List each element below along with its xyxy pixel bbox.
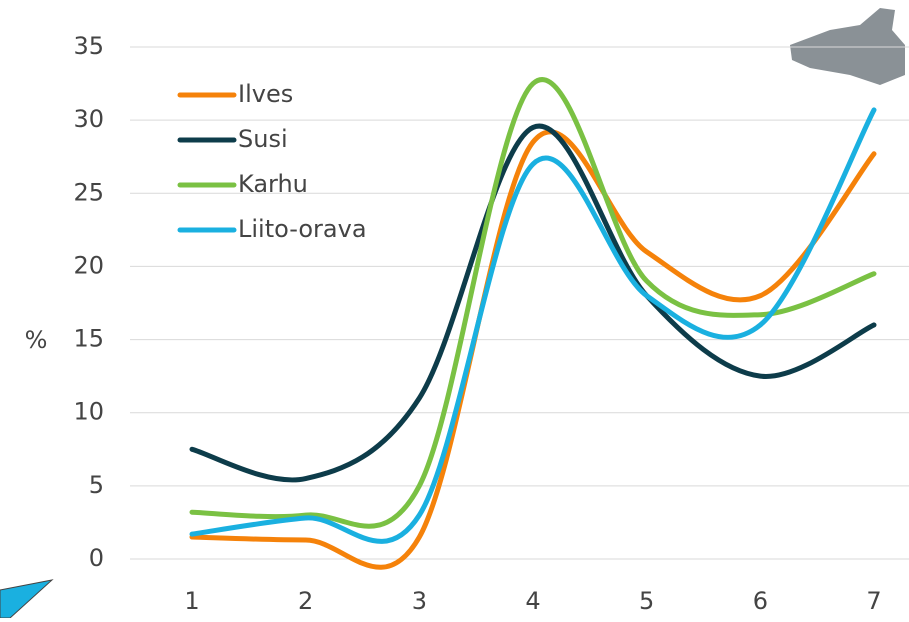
grid: 0 5 10 15 20 25 30 35 1 2 3 4 5 6 7 (73, 32, 909, 615)
x-tick-label: 5 (639, 587, 654, 615)
x-tick-label: 4 (525, 587, 540, 615)
y-axis-label: % (25, 326, 48, 354)
legend-label: Ilves (238, 80, 293, 108)
y-tick-label: 35 (73, 32, 104, 60)
y-tick-label: 20 (73, 251, 104, 279)
y-tick-label: 5 (89, 471, 104, 499)
arrow-decoration (0, 580, 52, 618)
y-tick-label: 15 (73, 325, 104, 353)
plot (192, 80, 874, 568)
x-tick-label: 7 (866, 587, 881, 615)
legend-label: Susi (238, 125, 288, 153)
y-tick-label: 30 (73, 105, 104, 133)
legend-label: Liito-orava (238, 215, 367, 243)
x-tick-label: 3 (412, 587, 427, 615)
y-tick-label: 10 (73, 398, 104, 426)
legend-label: Karhu (238, 170, 308, 198)
legend: Ilves Susi Karhu Liito-orava (180, 80, 367, 243)
x-tick-label: 1 (184, 587, 199, 615)
x-tick-label: 6 (753, 587, 768, 615)
y-tick-label: 25 (73, 178, 104, 206)
chart: % 0 5 10 15 20 25 30 35 1 2 3 4 5 6 7 Ilves Susi Karhu Li… (0, 0, 909, 618)
y-tick-label: 0 (89, 544, 104, 572)
series-line (192, 80, 874, 527)
x-tick-label: 2 (298, 587, 313, 615)
